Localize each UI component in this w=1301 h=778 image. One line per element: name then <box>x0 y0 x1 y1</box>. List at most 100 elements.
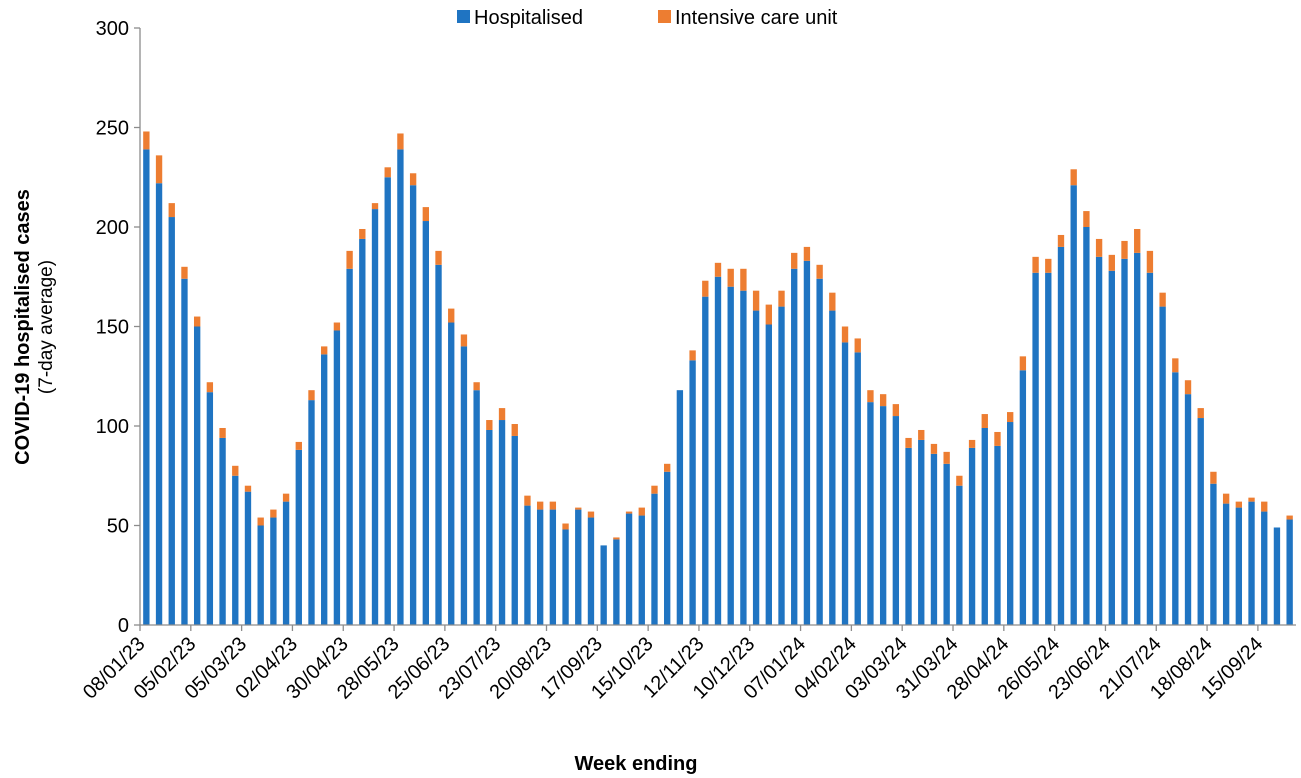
bar-hospitalised <box>676 390 684 625</box>
bar-icu <box>664 463 671 472</box>
bar-hospitalised <box>232 475 239 625</box>
bar-hospitalised <box>689 360 696 625</box>
bar-icu <box>1121 240 1128 259</box>
y-tick-label: 250 <box>96 118 129 140</box>
bar-hospitalised <box>397 149 404 625</box>
bar-hospitalised <box>1095 256 1103 625</box>
bar-icu <box>854 338 861 353</box>
legend-swatch-icu <box>658 10 671 23</box>
bar-hospitalised <box>727 286 734 625</box>
bar-icu <box>409 173 417 186</box>
bar-hospitalised <box>511 435 518 625</box>
bar-hospitalised <box>1248 501 1255 625</box>
bar-hospitalised <box>168 217 175 626</box>
bar-icu <box>232 465 239 476</box>
bar-hospitalised <box>587 517 595 625</box>
bar-icu <box>651 485 658 494</box>
bar-hospitalised <box>1210 483 1217 625</box>
bar-hospitalised <box>562 529 569 625</box>
bar-hospitalised <box>803 260 811 625</box>
bar-hospitalised <box>575 509 582 625</box>
bar-hospitalised <box>422 221 429 625</box>
bar-icu <box>1261 501 1268 512</box>
bar-hospitalised <box>816 278 823 625</box>
bar-hospitalised <box>308 400 315 625</box>
bar-hospitalised <box>1134 252 1141 625</box>
bar-hospitalised <box>498 420 506 625</box>
bar-hospitalised <box>968 447 976 625</box>
bar-hospitalised <box>181 278 188 625</box>
bar-hospitalised <box>1286 519 1293 625</box>
bar-icu <box>460 334 468 347</box>
bar-hospitalised <box>1222 503 1230 625</box>
bar-icu <box>1070 169 1077 186</box>
bar-hospitalised <box>1121 258 1128 625</box>
bar-icu <box>994 431 1001 446</box>
bar-icu <box>613 537 620 540</box>
bar-icu <box>918 429 925 440</box>
y-axis-label: COVID-19 hospitalised cases <box>12 189 34 465</box>
bar-icu <box>1235 501 1243 508</box>
bar-icu <box>1007 412 1014 423</box>
bar-icu <box>981 414 988 428</box>
bar-icu <box>435 250 442 265</box>
legend: Hospitalised Intensive care unit <box>457 7 838 29</box>
bar-icu <box>1210 471 1217 484</box>
bar-hospitalised <box>193 326 201 625</box>
bar-icu <box>892 404 900 417</box>
bar-icu <box>1032 256 1039 273</box>
bar-icu <box>498 408 506 421</box>
y-tick-label: 200 <box>96 217 129 239</box>
bar-hospitalised <box>879 406 887 625</box>
y-tick-label: 100 <box>96 416 129 438</box>
bar-hospitalised <box>1172 372 1179 625</box>
bar-icu <box>371 203 379 210</box>
bar-icu <box>524 495 531 506</box>
bar-icu <box>257 517 264 526</box>
bar-hospitalised <box>765 324 772 625</box>
bar-icu <box>193 316 201 327</box>
bar-icu <box>841 326 849 343</box>
bar-icu <box>384 167 391 178</box>
bar-hospitalised <box>791 268 798 625</box>
bar-icu <box>727 268 734 287</box>
bar-hospitalised <box>371 209 379 625</box>
bar-hospitalised <box>270 517 277 625</box>
bar-hospitalised <box>435 264 442 625</box>
bar-hospitalised <box>359 238 366 625</box>
bar-icu <box>968 439 976 448</box>
bar-icu <box>587 511 595 518</box>
bar-hospitalised <box>257 525 264 625</box>
bar-hospitalised <box>740 290 747 625</box>
y-axis-title: COVID-19 hospitalised cases (7-day avera… <box>12 189 57 465</box>
bar-hospitalised <box>600 545 607 625</box>
bar-hospitalised <box>829 310 836 625</box>
bar-hospitalised <box>1070 185 1077 625</box>
x-axis-label: Week ending <box>575 753 698 775</box>
y-tick-label: 0 <box>118 615 129 637</box>
bar-hospitalised <box>1146 272 1154 625</box>
bar-hospitalised <box>930 453 938 625</box>
bar-icu <box>181 266 188 279</box>
bar-hospitalised <box>1057 246 1065 625</box>
bar-hospitalised <box>625 513 633 625</box>
bar-hospitalised <box>1261 511 1268 625</box>
bar-hospitalised <box>651 493 658 625</box>
bar-hospitalised <box>778 306 785 625</box>
legend-item-hospitalised: Hospitalised <box>457 7 583 29</box>
bar-hospitalised <box>384 177 391 625</box>
bar-icu <box>143 131 150 150</box>
bar-icu <box>702 280 709 297</box>
bar-icu <box>219 427 226 438</box>
bar-hospitalised <box>892 416 900 625</box>
bar-hospitalised <box>549 509 557 625</box>
bar-icu <box>1083 211 1090 227</box>
bar-icu <box>1146 250 1154 273</box>
bar-icu <box>791 252 798 269</box>
bar-icu <box>295 441 302 450</box>
y-tick-label: 300 <box>96 18 129 40</box>
bar-icu <box>321 346 328 355</box>
bar-icu <box>575 507 582 510</box>
bar-hospitalised <box>460 346 468 625</box>
bar-hospitalised <box>714 276 722 625</box>
